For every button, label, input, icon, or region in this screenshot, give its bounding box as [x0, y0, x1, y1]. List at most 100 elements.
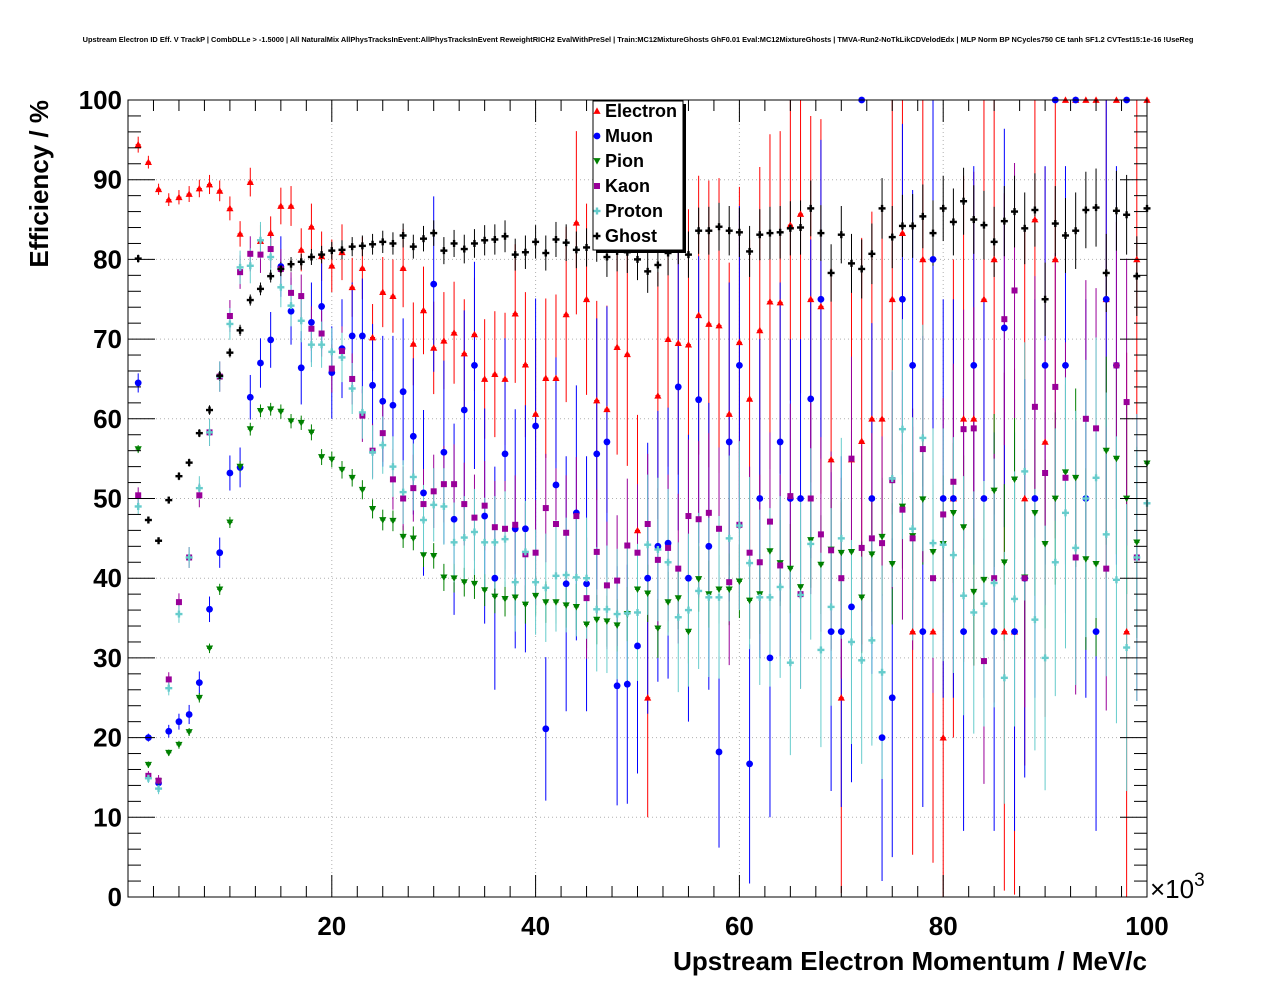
ghost-point-v	[666, 249, 670, 257]
electron-point	[909, 627, 917, 635]
electron-point	[1000, 627, 1008, 635]
proton-point	[827, 603, 835, 611]
electron-point	[735, 338, 743, 346]
proton-point-v	[615, 610, 619, 618]
proton-point	[735, 522, 743, 530]
kaon-point	[970, 425, 977, 432]
electron-point	[144, 158, 152, 166]
pion-point	[593, 616, 601, 624]
proton-point-v	[564, 571, 568, 579]
muon-point	[980, 495, 988, 502]
ghost-point	[695, 227, 703, 235]
electron-point	[185, 190, 193, 197]
ghost-point	[420, 235, 428, 243]
ghost-point	[909, 222, 917, 230]
ghost-point	[206, 406, 214, 414]
pion-point	[470, 580, 479, 588]
proton-point-v	[1043, 654, 1047, 662]
proton-point-v	[167, 684, 170, 692]
muon-point	[491, 574, 499, 582]
pion-point	[256, 407, 265, 415]
ghost-point	[960, 197, 968, 205]
proton-point-v	[228, 320, 232, 328]
proton-point-v	[921, 434, 925, 442]
muon-point	[460, 406, 468, 414]
ghost-point-v	[850, 259, 853, 267]
y-tick-label: 80	[93, 244, 122, 274]
electron-point	[277, 202, 285, 209]
electron-point	[358, 264, 366, 272]
proton-point	[328, 348, 336, 356]
proton-point	[420, 516, 428, 524]
proton-point-v	[738, 522, 741, 530]
proton-point-v	[748, 559, 751, 567]
proton-point	[1092, 474, 1100, 482]
kaon-point	[308, 325, 315, 332]
legend: Electron Muon Pion Kaon Proton Ghost	[592, 100, 686, 253]
proton-point	[185, 553, 193, 561]
ghost-point-v	[585, 243, 588, 251]
kaon-point	[237, 269, 244, 276]
pion-point	[980, 576, 988, 584]
electron-point	[990, 255, 998, 263]
proton-point	[1133, 553, 1141, 561]
ghost-point-v	[473, 239, 476, 247]
proton-point-v	[361, 408, 364, 416]
electron-point	[929, 627, 937, 635]
pion-point	[542, 599, 550, 606]
ghost-point	[1051, 220, 1059, 228]
kaon-point	[328, 365, 335, 372]
muon-point	[318, 303, 326, 310]
ghost-point	[715, 223, 723, 231]
ghost-point	[430, 229, 438, 237]
ghost-point	[634, 255, 641, 263]
proton-point	[165, 684, 173, 692]
proton-point-v	[931, 539, 935, 547]
ghost-point	[144, 516, 152, 524]
kaon-point	[400, 495, 407, 502]
muon-point	[358, 332, 366, 340]
ghost-point	[399, 231, 407, 239]
ghost-point	[939, 204, 947, 212]
muon-point	[634, 642, 641, 650]
electron-point	[430, 344, 438, 351]
proton-point	[1041, 654, 1049, 662]
kaon-point	[542, 505, 549, 512]
ghost-point-v	[361, 242, 364, 250]
ghost-point	[949, 218, 957, 226]
electron-point	[511, 309, 519, 317]
proton-point-v	[1135, 553, 1139, 561]
proton-point-v	[809, 540, 812, 548]
ghost-point-v	[687, 251, 690, 259]
muon-point	[1092, 628, 1100, 635]
pion-point	[460, 579, 468, 586]
ghost-point	[348, 243, 356, 251]
ghost-point-v	[1105, 269, 1108, 277]
electron-point	[399, 264, 407, 272]
ghost-point	[338, 246, 346, 254]
pion-point	[389, 517, 397, 525]
ghost-point	[277, 265, 285, 273]
proton-point	[552, 572, 560, 580]
proton-point-v	[891, 475, 894, 483]
muon-point	[297, 364, 305, 372]
legend-label-electron: Electron	[605, 101, 677, 121]
pion-point	[888, 560, 896, 568]
proton-point-v	[147, 774, 150, 782]
ghost-point-v	[972, 216, 975, 224]
ghost-point-v	[238, 326, 242, 334]
proton-point-v	[381, 441, 384, 449]
kaon-point	[155, 777, 162, 784]
muon-point	[420, 489, 427, 497]
ghost-point	[1133, 272, 1141, 280]
proton-point	[929, 539, 937, 547]
ghost-point-v	[840, 231, 843, 239]
pion-point	[735, 578, 743, 585]
pion-point	[338, 466, 346, 474]
ghost-point-v	[228, 349, 232, 357]
x-multiplier-exponent: 3	[1194, 870, 1205, 891]
ghost-point-v	[697, 227, 700, 235]
ghost-point-v	[778, 228, 782, 236]
proton-point	[287, 302, 295, 310]
electron-point	[246, 178, 254, 185]
